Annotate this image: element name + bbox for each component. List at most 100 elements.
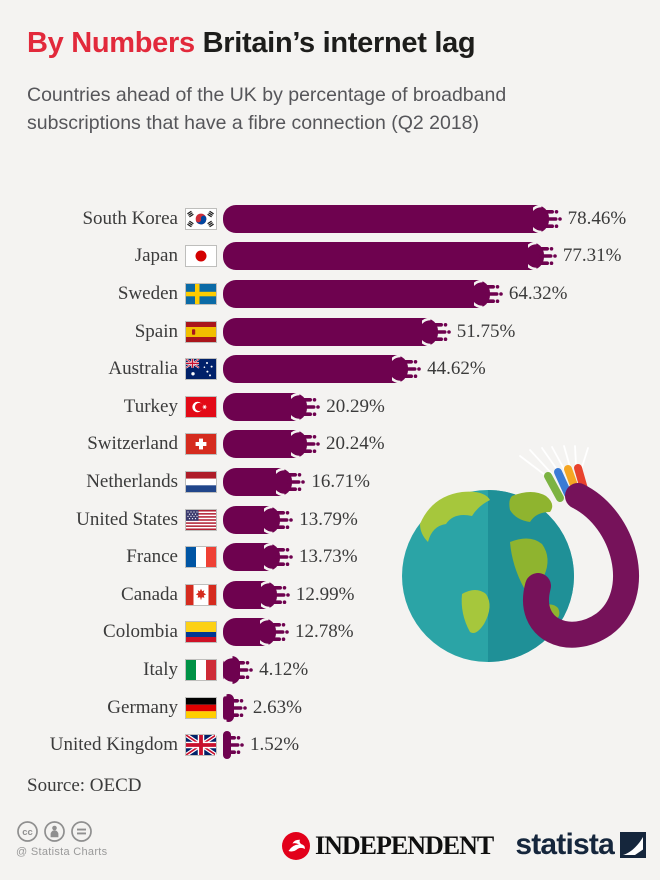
statista-wordmark: statista xyxy=(515,828,614,861)
globe-fibre-cable-illustration xyxy=(402,445,639,662)
fibre-bar xyxy=(223,505,281,534)
country-flag-icon xyxy=(186,584,216,605)
country-flag-icon xyxy=(186,697,216,718)
value-label: 64.32% xyxy=(508,282,568,304)
value-label: 78.46% xyxy=(567,207,627,229)
bar-wrap: 51.75% xyxy=(223,317,516,346)
chart-row: Italy 4.12% xyxy=(0,651,660,689)
bar-wrap: 20.29% xyxy=(223,392,385,421)
country-label: Canada xyxy=(121,583,178,605)
infographic-header: By Numbers Britain’s internet lag Countr… xyxy=(27,27,627,137)
no-derivatives-icon[interactable] xyxy=(70,820,93,843)
chart-row: Netherlands 16.71% xyxy=(0,463,660,501)
fibre-bar-chart: South Korea 78.46% xyxy=(0,200,660,764)
bar-wrap: 77.31% xyxy=(223,242,621,271)
fibre-cable-end-icon xyxy=(276,467,306,496)
country-label: South Korea xyxy=(82,207,178,229)
bar-wrap: 12.99% xyxy=(223,580,355,609)
bar-wrap: 4.12% xyxy=(223,655,309,684)
fibre-cable-end-icon xyxy=(473,279,503,308)
fibre-cable-end-icon xyxy=(260,580,290,609)
fibre-cable-end-icon xyxy=(224,655,253,684)
fibre-bar xyxy=(223,543,280,572)
fibre-cable-end-icon xyxy=(290,430,320,459)
bar-wrap: 64.32% xyxy=(223,279,568,308)
value-label: 2.63% xyxy=(252,696,302,718)
country-flag-icon xyxy=(186,246,216,267)
value-label: 1.52% xyxy=(250,734,300,756)
country-flag-icon xyxy=(186,622,216,643)
country-label: Japan xyxy=(134,245,178,267)
fibre-cable-end-icon xyxy=(527,242,557,271)
chart-row: France 13.73% xyxy=(0,538,660,576)
bar-wrap: 13.73% xyxy=(223,543,358,572)
country-flag-icon xyxy=(186,208,216,229)
country-label: Sweden xyxy=(117,282,178,304)
value-label: 13.73% xyxy=(298,546,358,568)
value-label: 44.62% xyxy=(427,358,486,380)
country-label: Italy xyxy=(143,658,178,680)
attribution-icon[interactable] xyxy=(43,820,66,843)
fibre-cable-end-icon xyxy=(264,505,294,534)
bar-wrap: 1.52% xyxy=(215,731,300,760)
value-label: 13.79% xyxy=(299,508,358,530)
country-label: Spain xyxy=(134,320,178,342)
chart-row: Switzerland 20.24% xyxy=(0,426,660,464)
bar-wrap: 12.78% xyxy=(223,618,354,647)
fibre-cable-end-icon xyxy=(421,317,451,346)
chart-row: Germany 2.63% xyxy=(0,689,660,727)
country-label: Colombia xyxy=(103,621,178,643)
country-label: Switzerland xyxy=(87,433,178,455)
cc-license-icon[interactable]: cc xyxy=(16,820,39,843)
title-kicker: By Numbers xyxy=(27,27,195,59)
chart-subtitle: Countries ahead of the UK by percentage … xyxy=(27,83,507,134)
svg-text:cc: cc xyxy=(22,827,33,838)
value-label: 12.78% xyxy=(295,621,354,643)
country-flag-icon xyxy=(186,509,216,530)
value-label: 4.12% xyxy=(259,658,309,680)
cc-license-block: cc @ Statista Charts xyxy=(16,820,107,858)
statista-mark-icon xyxy=(620,832,646,858)
fibre-bar xyxy=(223,317,438,346)
source-note: Source: OECD xyxy=(27,775,142,796)
value-label: 51.75% xyxy=(456,320,516,342)
chart-row: Colombia 12.78% xyxy=(0,614,660,652)
cable-curve-icon xyxy=(523,483,639,648)
chart-row: Spain 51.75% xyxy=(0,313,660,351)
country-flag-icon xyxy=(186,547,216,568)
value-label: 20.29% xyxy=(326,395,385,417)
fibre-filaments-icon xyxy=(519,445,589,479)
country-flag-icon xyxy=(186,396,216,417)
country-label: United Kingdom xyxy=(49,734,178,756)
country-label: Turkey xyxy=(123,395,178,417)
fibre-cable-end-icon xyxy=(215,731,244,760)
independent-logo: INDEPENDENT xyxy=(282,831,494,861)
fibre-bar xyxy=(223,204,549,233)
cc-caption: @ Statista Charts xyxy=(16,846,108,858)
value-label: 12.99% xyxy=(295,583,355,605)
country-flag-icon xyxy=(186,735,216,756)
country-label: Germany xyxy=(107,696,178,718)
value-label: 16.71% xyxy=(311,470,370,492)
fibre-bar xyxy=(223,392,308,421)
page-title: By Numbers Britain’s internet lag xyxy=(27,27,627,60)
chart-row: South Korea 78.46% xyxy=(0,200,660,238)
chart-row: Sweden 64.32% xyxy=(0,275,660,313)
fibre-cable-end-icon xyxy=(260,618,289,647)
fibre-cable-end-icon xyxy=(263,543,293,572)
bar-wrap: 44.62% xyxy=(223,355,486,384)
country-flag-icon xyxy=(186,283,216,304)
fibre-cable-end-icon xyxy=(392,355,421,384)
fibre-bar xyxy=(223,580,277,609)
fibre-bar xyxy=(223,430,307,459)
fibre-bar xyxy=(223,355,409,384)
chart-row: Canada 12.99% xyxy=(0,576,660,614)
chart-row: Japan 77.31% xyxy=(0,238,660,276)
bar-wrap: 20.24% xyxy=(223,430,385,459)
fibre-cable-end-icon xyxy=(291,392,321,421)
chart-row: United Kingdom 1.52% xyxy=(0,726,660,764)
fibre-bar xyxy=(223,467,293,496)
country-flag-icon xyxy=(186,434,216,455)
independent-wordmark: INDEPENDENT xyxy=(315,831,494,860)
country-flag-icon xyxy=(186,321,216,342)
